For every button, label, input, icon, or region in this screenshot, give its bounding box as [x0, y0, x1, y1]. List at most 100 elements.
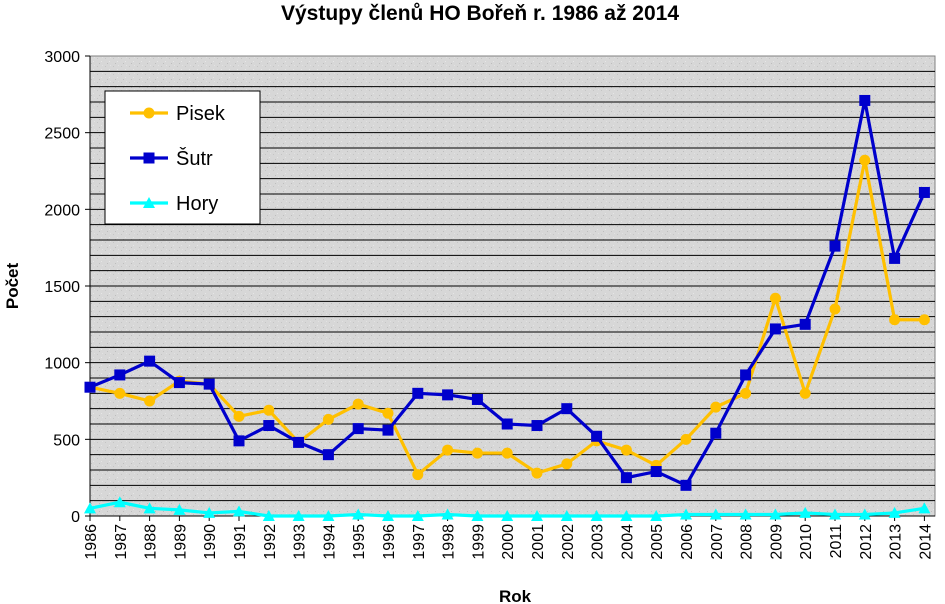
data-point: [233, 505, 245, 517]
data-point: [769, 292, 781, 304]
data-point: [799, 318, 811, 330]
x-tick-label: 2010: [798, 524, 815, 560]
x-tick-label: 1990: [202, 524, 219, 560]
data-point: [143, 107, 155, 119]
x-tick-label: 1986: [83, 524, 100, 560]
x-axis: 1986 1987 1988 1989 1990 1991 1992 1993 1994 1995…: [83, 515, 935, 560]
data-point: [471, 393, 483, 405]
series-group: [84, 94, 931, 521]
y-tick-label: 500: [53, 432, 80, 449]
data-point: [501, 418, 513, 430]
data-point: [352, 398, 364, 410]
data-point: [262, 510, 275, 521]
legend: Pisek Šutr Hory: [104, 90, 261, 225]
legend-item: Hory: [130, 193, 218, 215]
x-tick-label: 2003: [590, 524, 607, 560]
data-point: [382, 407, 394, 419]
x-tick-label: 2013: [888, 524, 905, 560]
x-tick-label: 1991: [232, 524, 249, 560]
data-point: [799, 387, 811, 399]
data-point: [680, 479, 692, 491]
data-point: [143, 197, 155, 208]
data-point: [322, 413, 334, 425]
data-point: [263, 404, 275, 416]
data-point: [143, 502, 156, 514]
data-point: [114, 369, 126, 381]
legend-label: Hory: [176, 193, 218, 215]
data-point: [888, 506, 901, 518]
x-tick-label: 2005: [649, 524, 666, 560]
data-point: [740, 369, 752, 381]
data-point: [114, 387, 126, 399]
data-point: [501, 510, 514, 521]
x-tick-label: 1996: [381, 524, 398, 560]
data-point: [859, 154, 871, 166]
x-tick-label: 2006: [679, 524, 696, 560]
data-point: [560, 510, 573, 521]
data-point: [382, 424, 394, 436]
data-point: [173, 503, 186, 515]
data-point: [411, 510, 424, 521]
data-point: [293, 436, 305, 448]
data-point: [858, 508, 871, 520]
legend-label: Šutr: [176, 147, 213, 170]
x-tick-label: 1993: [292, 524, 309, 560]
data-point: [620, 444, 632, 456]
data-point: [531, 467, 543, 479]
x-tick-label: 2007: [709, 524, 726, 560]
data-point: [412, 469, 424, 481]
data-point: [442, 444, 454, 456]
y-tick-label: 1500: [44, 279, 80, 296]
chart-title: Výstupy členů HO Bořeň r. 1986 až 2014: [281, 2, 679, 25]
data-point: [471, 510, 484, 521]
data-point: [650, 466, 662, 478]
data-point: [740, 387, 752, 399]
y-tick-label: 2000: [44, 202, 80, 219]
data-point: [710, 401, 722, 413]
series-hory: [84, 496, 931, 521]
data-point: [918, 314, 930, 326]
data-point: [233, 435, 245, 447]
data-point: [173, 377, 185, 389]
data-point: [590, 510, 603, 521]
data-point: [739, 508, 752, 520]
data-point: [769, 323, 781, 335]
data-point: [829, 508, 841, 520]
data-point: [144, 355, 156, 367]
data-point: [352, 508, 365, 520]
x-tick-label: 1987: [113, 524, 130, 560]
x-tick-label: 1988: [143, 524, 160, 560]
x-tick-label: 2002: [560, 524, 577, 560]
x-tick-label: 1989: [172, 524, 189, 560]
data-point: [680, 433, 692, 445]
series-šutr: [84, 94, 930, 491]
x-tick-label: 2012: [858, 524, 875, 560]
x-tick-label: 2001: [530, 524, 547, 560]
x-tick-label: 1994: [321, 524, 338, 560]
data-point: [591, 430, 603, 442]
data-point: [203, 506, 216, 518]
x-axis-title: Rok: [499, 587, 532, 604]
data-point: [918, 502, 931, 514]
data-point: [561, 458, 573, 470]
y-tick-label: 2500: [44, 126, 80, 143]
data-point: [412, 387, 424, 399]
data-point: [233, 410, 245, 422]
data-point: [292, 510, 305, 521]
y-tick-label: 0: [71, 509, 80, 526]
data-point: [829, 240, 841, 252]
data-point: [799, 506, 812, 518]
data-point: [889, 314, 901, 326]
data-point: [620, 510, 633, 521]
data-point: [680, 508, 692, 520]
data-point: [352, 423, 364, 435]
y-axis-title: Počet: [3, 263, 22, 310]
legend-item: Pisek: [130, 103, 226, 125]
x-tick-label: 1999: [470, 524, 487, 560]
data-point: [471, 447, 483, 459]
x-tick-label: 2011: [828, 524, 845, 559]
data-point: [84, 381, 96, 393]
x-tick-label: 2014: [917, 524, 934, 560]
data-point: [620, 472, 632, 484]
